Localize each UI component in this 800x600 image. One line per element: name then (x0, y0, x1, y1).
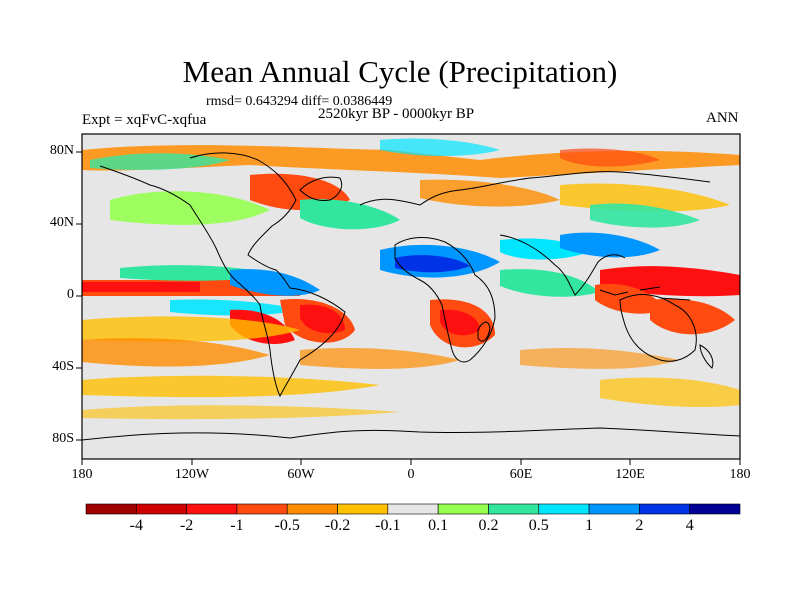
lat-label-80n: 80N (49, 143, 74, 158)
colorbar-label: -0.1 (375, 517, 401, 534)
colorbar-swatch (186, 503, 238, 515)
experiment-label: Expt = xqFvC-xqfua (82, 112, 207, 128)
colorbar-swatch (85, 503, 137, 515)
colorbar-swatch (136, 503, 187, 515)
season-label: ANN (706, 110, 739, 126)
lon-label-180w: 180 (71, 467, 93, 482)
colorbar-label: 2 (635, 517, 644, 534)
period-text: 2520kyr BP - 0000kyr BP (318, 106, 475, 122)
colorbar-label: 1 (585, 517, 594, 534)
lat-label-40n: 40N (49, 215, 74, 230)
colorbar-swatch (639, 503, 690, 515)
colorbar (85, 503, 741, 515)
chart-title: Mean Annual Cycle (Precipitation) (182, 54, 618, 89)
colorbar-swatch (236, 503, 288, 515)
coastlines (82, 152, 740, 441)
colorbar-label: 4 (685, 517, 694, 534)
colorbar-label: -0.2 (324, 517, 351, 534)
colorbar-swatch (286, 503, 338, 515)
colorbar-label: -4 (129, 517, 143, 534)
lon-label-60w: 60W (287, 467, 315, 482)
lon-label-120e: 120E (615, 467, 645, 482)
colorbar-label: 0.1 (428, 517, 449, 534)
lon-label-120w: 120W (174, 467, 210, 482)
colorbar-swatch (538, 503, 590, 515)
colorbar-label: -1 (230, 517, 244, 534)
colorbar-swatch (337, 503, 389, 515)
colorbar-label: 0.2 (478, 517, 499, 534)
colorbar-swatch (387, 503, 439, 515)
colorbar-swatch (437, 503, 489, 515)
lat-label-0: 0 (67, 287, 74, 302)
lon-label-0: 0 (407, 467, 415, 482)
lon-label-60e: 60E (509, 467, 533, 482)
lat-label-40s: 40S (52, 359, 74, 374)
colorbar-swatch (689, 503, 741, 515)
precip-field (82, 134, 740, 459)
colorbar-label: 0.5 (528, 517, 549, 534)
stats-text: rmsd= 0.643294 diff= 0.0386449 (206, 94, 393, 109)
colorbar-label: -2 (179, 517, 194, 534)
colorbar-label: -0.5 (274, 517, 300, 534)
colorbar-swatch (588, 503, 640, 515)
axis-ticks (76, 151, 741, 465)
lat-label-80s: 80S (52, 431, 74, 446)
lon-label-180e: 180 (729, 467, 751, 482)
colorbar-swatch (488, 503, 540, 515)
